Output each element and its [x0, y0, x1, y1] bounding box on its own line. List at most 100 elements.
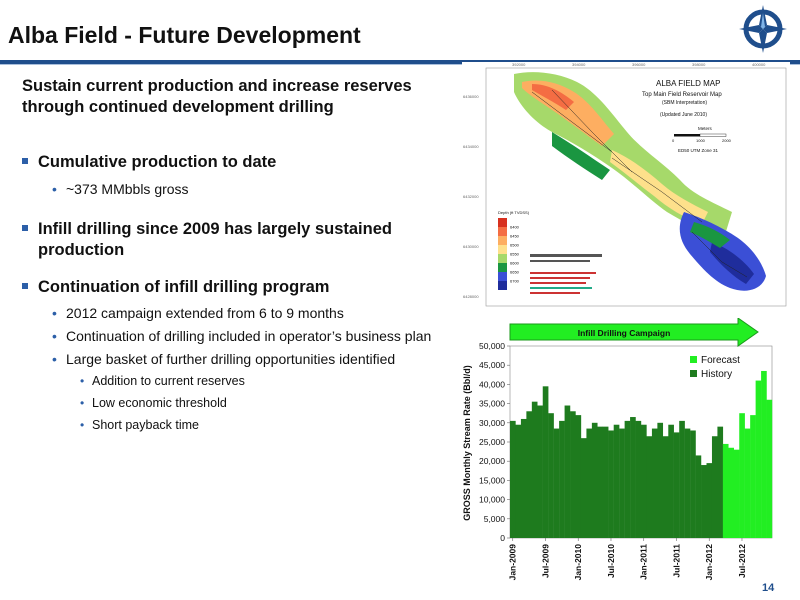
map-legend-value: 6400 — [510, 225, 520, 230]
dot-bullet-icon: • — [52, 328, 57, 344]
y-tick-label: 20,000 — [479, 456, 505, 466]
map-legend-swatch — [498, 263, 507, 272]
bullet-text: Infill drilling since 2009 has largely s… — [38, 220, 392, 259]
legend-swatch — [690, 356, 697, 363]
history-bar — [597, 426, 603, 538]
legend-swatch — [690, 370, 697, 377]
map-scale-tick: 2000 — [722, 138, 732, 143]
map-left-tick: 6436000 — [463, 94, 479, 99]
map-left-tick: 6430000 — [463, 244, 479, 249]
map-legend-value: 6450 — [510, 234, 520, 239]
history-bar — [673, 432, 680, 538]
bullet-text: Continuation of infill drilling program — [38, 278, 330, 296]
history-bar — [657, 422, 664, 538]
history-bar — [515, 424, 522, 538]
bullet-text: Continuation of drilling included in ope… — [66, 328, 432, 344]
y-tick-label: 10,000 — [479, 495, 505, 505]
dot-bullet-icon: • — [80, 418, 85, 432]
history-bar — [613, 424, 620, 538]
bullet-text: Low economic threshold — [92, 396, 227, 410]
history-bar — [520, 418, 527, 538]
page-number: 14 — [762, 582, 775, 594]
dot-bullet-icon: • — [80, 396, 85, 410]
history-bar — [641, 424, 647, 538]
history-bar — [553, 428, 560, 538]
history-bar — [580, 438, 587, 538]
y-tick-label: 35,000 — [479, 399, 505, 409]
field-south-green — [690, 222, 730, 248]
compass-logo-icon — [739, 5, 787, 53]
y-tick-label: 0 — [500, 533, 505, 543]
chart-x-ticks: Jan-2009 Jul-2009 Jan-2010 Jul-2010 Jan-2011… — [508, 538, 747, 580]
map-subtitle: Top Main Field Reservoir Map — [642, 92, 722, 98]
bullet-text: Large basket of further drilling opportu… — [66, 351, 396, 367]
bullet-continuation: Continuation of infill drilling program — [22, 277, 462, 298]
map-legend-value: 6650 — [510, 270, 520, 275]
map-left-tick: 6434000 — [463, 144, 479, 149]
map-legend-swatch — [498, 227, 507, 236]
x-tick-label: Jul-2010 — [606, 544, 616, 578]
history-bar — [668, 424, 674, 538]
sub-bullet: • Large basket of further drilling oppor… — [22, 350, 462, 369]
scale-bar — [699, 133, 727, 137]
map-legend-value: 6550 — [510, 252, 520, 257]
history-bar — [510, 420, 516, 538]
x-tick-label: Jul-2012 — [737, 544, 747, 578]
history-bar — [575, 415, 582, 538]
history-bar — [619, 428, 625, 538]
bullet-text: Cumulative production to date — [38, 153, 277, 171]
x-tick-label: Jan-2011 — [639, 544, 649, 580]
map-note: (Updated June 2010) — [660, 112, 707, 118]
well-path — [611, 157, 703, 223]
well-path — [531, 91, 613, 153]
map-legend-swatch — [498, 245, 507, 254]
x-tick-label: Jul-2009 — [540, 544, 550, 578]
dot-bullet-icon: • — [80, 374, 85, 388]
map-legend-swatch — [498, 272, 507, 281]
y-tick-label: 30,000 — [479, 418, 505, 428]
history-bar — [717, 426, 724, 538]
history-bar — [701, 465, 707, 538]
legend-label: Forecast — [701, 355, 740, 366]
map-title: ALBA FIELD MAP — [656, 79, 720, 88]
sub-sub-bullet: • Low economic threshold — [22, 395, 462, 412]
y-tick-label: 15,000 — [479, 475, 505, 485]
history-bar — [526, 411, 533, 538]
map-legend-swatch — [498, 281, 507, 290]
infill-campaign-banner: Infill Drilling Campaign — [509, 318, 759, 347]
banner-label: Infill Drilling Campaign — [578, 328, 671, 338]
history-bar — [591, 422, 598, 538]
map-top-tick: 392000 — [512, 62, 526, 67]
square-bullet-icon — [22, 158, 28, 164]
title-rule-accent — [0, 64, 800, 65]
map-left-tick: 6428000 — [463, 294, 479, 299]
dot-bullet-icon: • — [52, 305, 57, 321]
legend-label: History — [701, 369, 732, 380]
square-bullet-icon — [22, 225, 28, 231]
history-bar — [531, 401, 538, 538]
sub-bullet: • ~373 MMbbls gross — [22, 180, 462, 199]
x-tick-label: Jan-2010 — [573, 544, 583, 581]
map-legend-title: Depth (ft TVDSS) — [498, 210, 530, 215]
history-bar — [542, 386, 549, 538]
history-bar — [630, 417, 636, 538]
sub-sub-bullet: • Short payback time — [22, 417, 462, 434]
sub-bullet: • 2012 campaign extended from 6 to 9 mon… — [22, 304, 462, 323]
history-bar — [586, 428, 593, 538]
forecast-bar — [755, 380, 762, 538]
map-legend-value: 6500 — [510, 243, 520, 248]
history-bar — [548, 413, 554, 538]
bullet-text: Addition to current reserves — [92, 374, 245, 388]
map-scale-tick: 1000 — [696, 138, 706, 143]
alba-field-map: 392000 394000 396000 398000 400000 64360… — [462, 62, 790, 312]
x-tick-label: Jan-2012 — [704, 544, 714, 581]
dot-bullet-icon: • — [52, 181, 57, 197]
chart-y-ticks: 0 5,000 10,000 15,000 20,000 25,000 30,000 35,0… — [479, 341, 510, 543]
map-legend-note — [530, 277, 590, 279]
field-mid-yellow — [610, 150, 708, 224]
history-bar — [537, 405, 543, 538]
y-tick-label: 40,000 — [479, 379, 505, 389]
forecast-bar — [733, 449, 740, 538]
square-bullet-icon — [22, 283, 28, 289]
map-legend-note — [530, 272, 596, 274]
